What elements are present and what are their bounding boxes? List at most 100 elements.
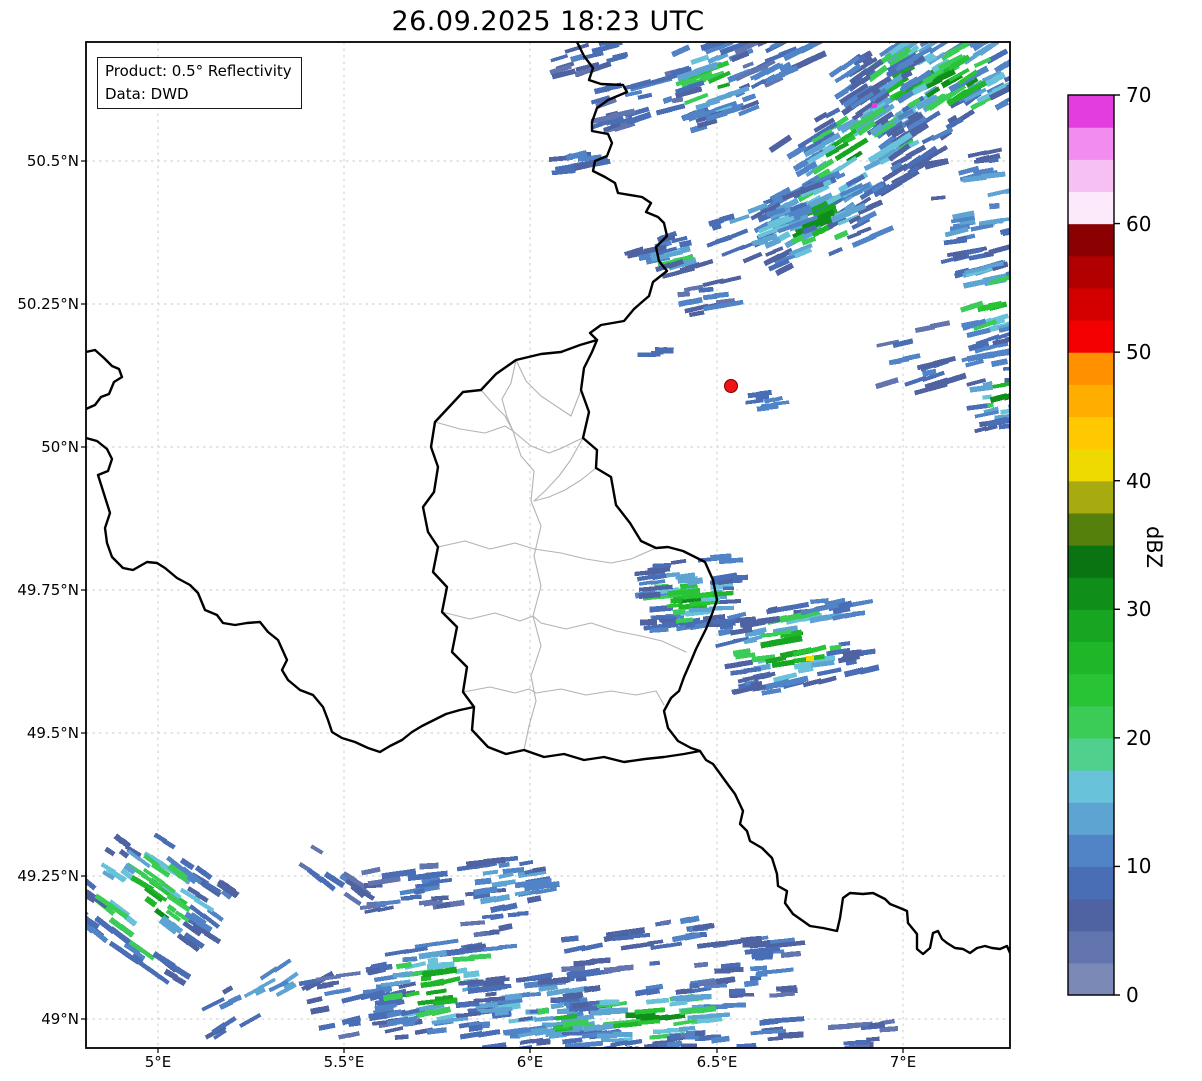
radar-echo-bin bbox=[657, 246, 678, 256]
admin-border-line bbox=[434, 421, 584, 454]
radar-echo-bin bbox=[366, 967, 381, 976]
colorbar-segment bbox=[1068, 705, 1114, 739]
radar-echo-bin bbox=[799, 181, 825, 195]
radar-echo-bin bbox=[745, 1042, 757, 1048]
radar-echo-bin bbox=[439, 961, 455, 969]
radar-echo-bin bbox=[609, 1022, 628, 1029]
radar-echo-bin bbox=[721, 244, 746, 257]
colorbar-segment bbox=[1068, 834, 1114, 868]
radar-echo-bin bbox=[982, 394, 993, 400]
y-tick-label: 49.25°N bbox=[17, 867, 79, 885]
radar-echo-bin bbox=[904, 375, 928, 387]
radar-echo-bin bbox=[963, 80, 988, 96]
radar-echo-bin bbox=[758, 389, 772, 397]
radar-echo-bin bbox=[648, 591, 661, 599]
radar-echo-bin bbox=[711, 223, 722, 231]
colorbar-tick-label: 70 bbox=[1126, 83, 1152, 107]
radar-echo-bin bbox=[812, 158, 835, 175]
radar-echo-bin bbox=[868, 1021, 885, 1029]
radar-echo-bin bbox=[965, 358, 984, 368]
radar-echo-bin bbox=[896, 170, 920, 187]
radar-echo-bin bbox=[1016, 401, 1028, 408]
radar-echo-bin bbox=[318, 876, 336, 892]
radar-echo-bin bbox=[907, 76, 919, 85]
radar-echo-bin bbox=[791, 234, 805, 245]
radar-echo-bin bbox=[431, 895, 449, 902]
colorbar-segment bbox=[1068, 384, 1114, 418]
radar-echo-bin bbox=[842, 55, 861, 70]
radar-echo-bin bbox=[723, 586, 734, 591]
radar-echo-bin bbox=[243, 985, 263, 999]
radar-echo-bin bbox=[792, 647, 813, 657]
radar-echo-bin bbox=[729, 214, 750, 225]
radar-echo-bin bbox=[239, 1012, 262, 1028]
radar-echo-bin bbox=[452, 955, 475, 963]
colorbar-segment bbox=[1068, 480, 1114, 514]
radar-echo-bin bbox=[638, 592, 652, 599]
radar-echo-bin bbox=[869, 123, 884, 136]
radar-echo-bin bbox=[562, 1038, 574, 1045]
radar-echo-bin bbox=[668, 103, 686, 113]
radar-echo-bin bbox=[590, 1009, 612, 1016]
radar-echo-bin bbox=[890, 42, 906, 51]
radar-echo-bin bbox=[797, 610, 821, 620]
radar-echo-bin bbox=[683, 285, 696, 293]
radar-echo-bin bbox=[913, 69, 932, 85]
radar-echo-bin bbox=[933, 355, 957, 366]
radar-echo-bin bbox=[433, 938, 459, 947]
radar-echo-bin bbox=[692, 923, 715, 932]
radar-echo-bin bbox=[988, 275, 1009, 286]
colorbar-segment bbox=[1068, 866, 1114, 900]
radar-echo-bin bbox=[872, 103, 877, 108]
radar-echo-bin bbox=[624, 106, 650, 119]
radar-echo-bin bbox=[879, 146, 902, 162]
radar-echoes bbox=[86, 42, 1028, 1048]
radar-echo-bin bbox=[670, 597, 683, 604]
radar-echo-bin bbox=[721, 104, 744, 116]
radar-echo-bin bbox=[916, 360, 940, 371]
radar-echo-bin bbox=[841, 133, 856, 145]
radar-echo-bin bbox=[723, 618, 737, 624]
radar-echo-bin bbox=[876, 339, 900, 348]
radar-echo-bin bbox=[343, 891, 362, 907]
radar-echo-bin bbox=[740, 936, 753, 943]
radar-echo-bin bbox=[419, 862, 439, 870]
radar-echo-bin bbox=[851, 598, 874, 607]
radar-echo-bin bbox=[764, 62, 782, 76]
radar-echo-bin bbox=[760, 951, 774, 959]
radar-echo-bin bbox=[648, 1007, 666, 1014]
radar-echo-bin bbox=[201, 913, 221, 929]
radar-echo-bin bbox=[783, 629, 803, 640]
radar-echo-bin bbox=[143, 853, 161, 869]
radar-echo-bin bbox=[930, 127, 954, 142]
radar-echo-bin bbox=[283, 981, 295, 990]
radar-echo-bin bbox=[536, 1038, 551, 1046]
radar-echo-bin bbox=[1003, 55, 1010, 69]
radar-echo-bin bbox=[400, 1015, 419, 1025]
radar-echo-bin bbox=[628, 932, 651, 939]
radar-echo-bin bbox=[943, 237, 968, 246]
radar-echo-bin bbox=[656, 997, 670, 1004]
radar-echo-bin bbox=[929, 158, 946, 167]
radar-echo-bin bbox=[801, 236, 817, 246]
radar-echo-bin bbox=[201, 869, 213, 881]
radar-echo-bin bbox=[203, 930, 222, 945]
radar-echo-bin bbox=[426, 963, 443, 971]
radar-echo-bin bbox=[459, 1030, 483, 1040]
radar-echo-bin bbox=[892, 338, 914, 349]
radar-echo-bin bbox=[925, 54, 937, 64]
radar-echo-bin bbox=[807, 644, 827, 654]
radar-echo-bin bbox=[111, 869, 127, 882]
radar-echo-bin bbox=[268, 979, 289, 993]
radar-echo-bin bbox=[863, 156, 887, 172]
radar-echo-bin bbox=[768, 258, 790, 272]
radar-echo-bin bbox=[978, 219, 1004, 226]
radar-echo-bin bbox=[750, 1029, 771, 1036]
radar-echo-bin bbox=[756, 405, 770, 412]
radar-echo-bin bbox=[904, 112, 925, 129]
radar-echo-bin bbox=[590, 95, 611, 105]
radar-echo-bin bbox=[430, 949, 448, 958]
radar-echo-bin bbox=[436, 1012, 460, 1022]
radar-echo-bin bbox=[676, 68, 701, 82]
